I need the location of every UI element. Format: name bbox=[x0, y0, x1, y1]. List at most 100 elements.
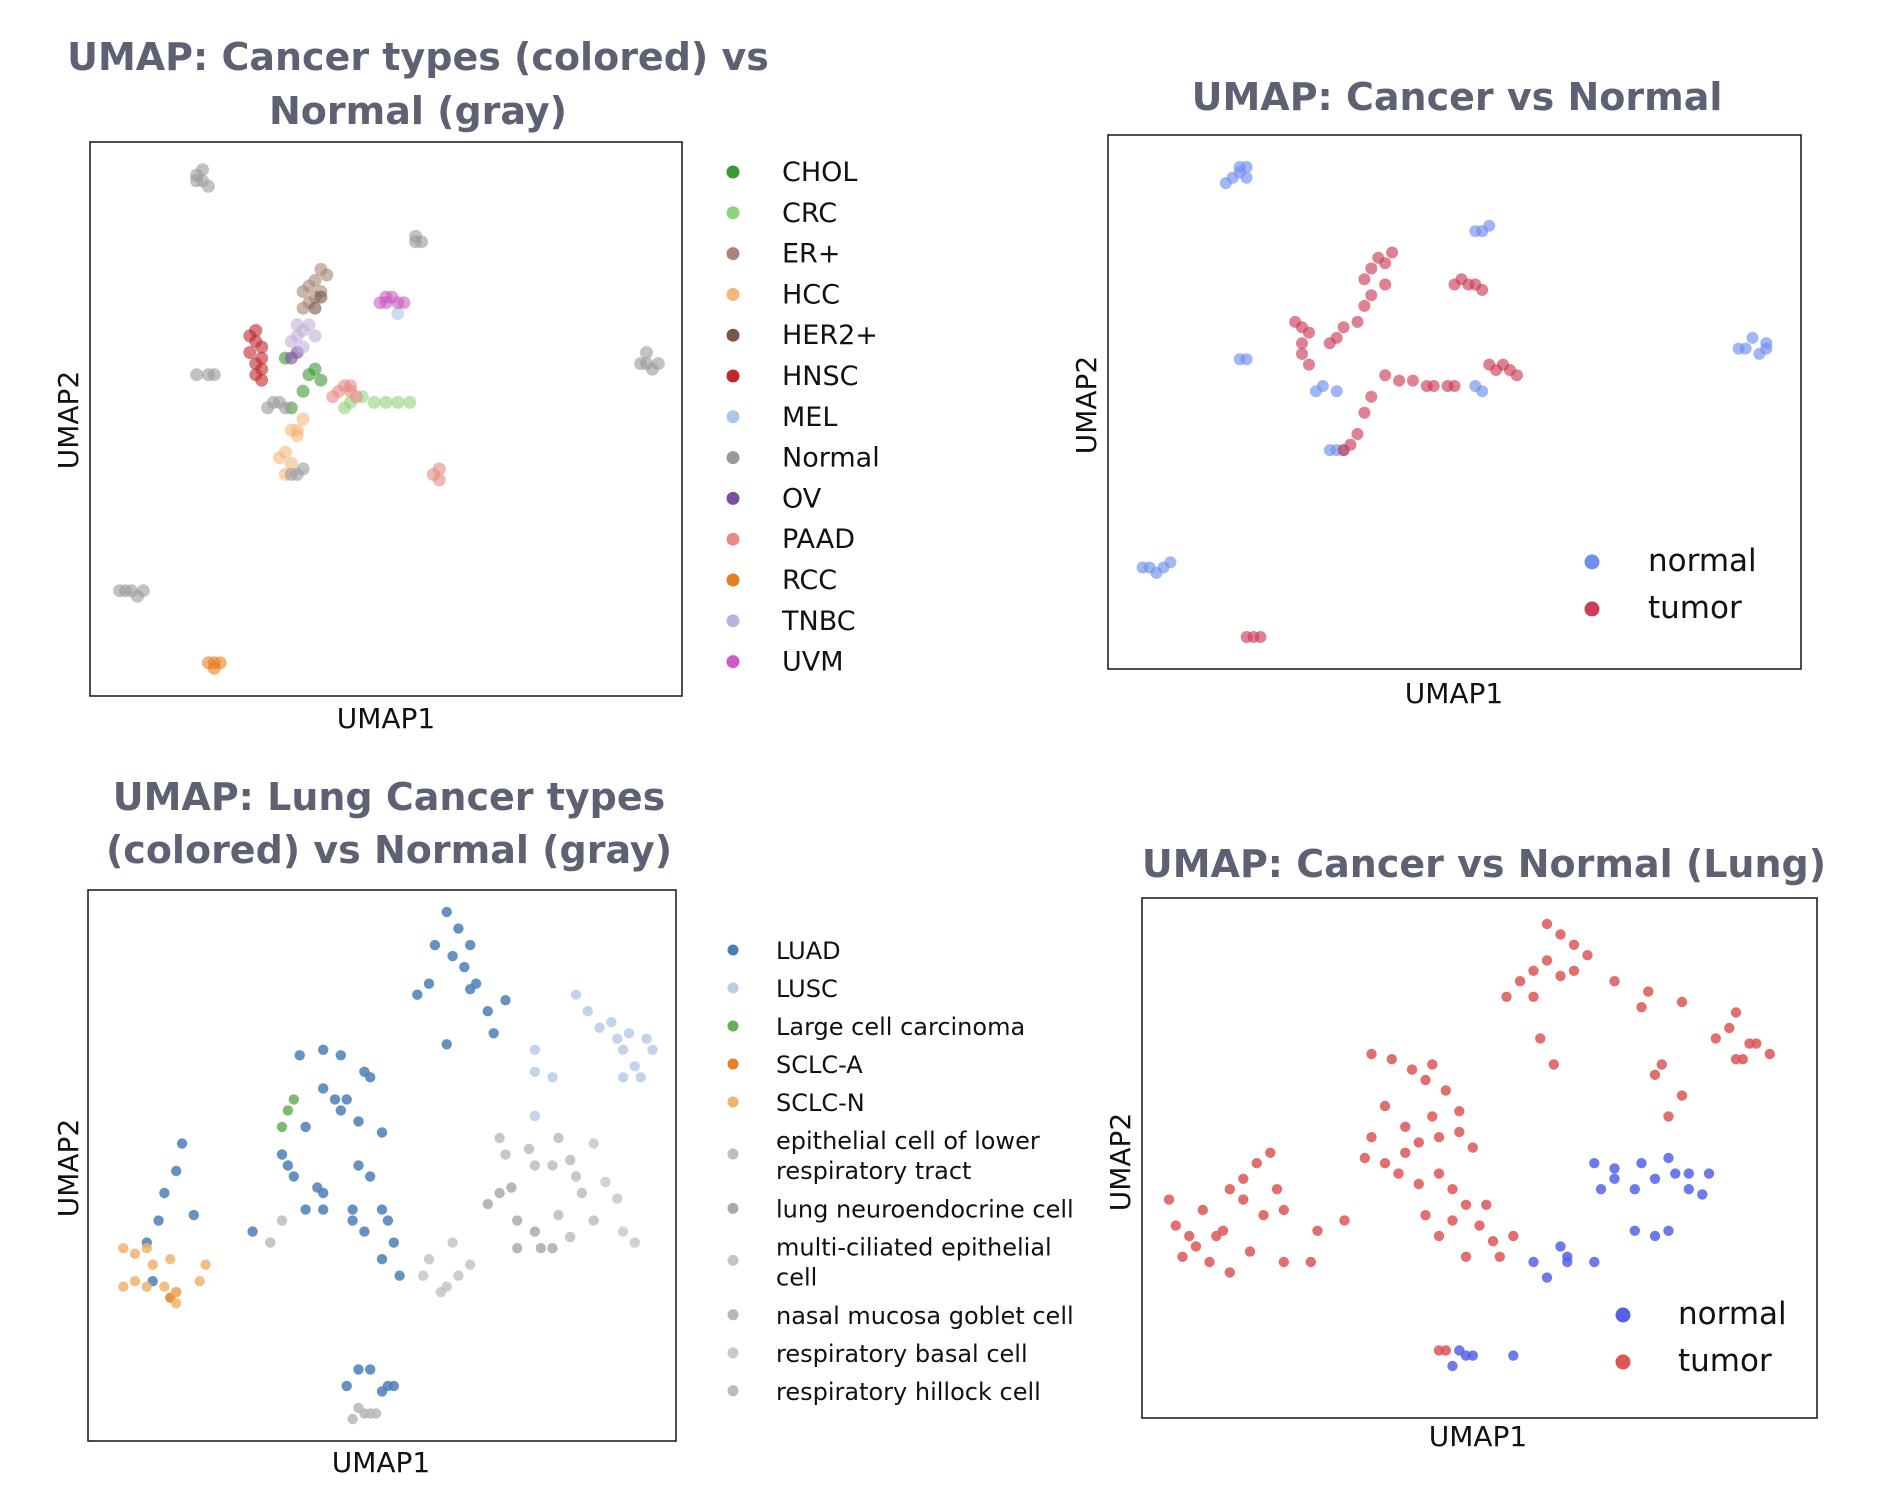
point-tumor bbox=[1508, 1230, 1519, 1242]
point-tumor bbox=[1289, 315, 1302, 328]
point-sclc-n bbox=[165, 1254, 176, 1265]
point-tumor bbox=[1358, 273, 1371, 286]
point-tumor bbox=[1224, 1267, 1236, 1278]
point-multi-ciliated-epithelial-cell bbox=[453, 1270, 464, 1281]
point-normal bbox=[651, 357, 665, 371]
legend-label-sclc-n: SCLC-N bbox=[776, 1089, 865, 1117]
point-tumor bbox=[1474, 1220, 1485, 1231]
point-normal bbox=[1760, 337, 1773, 350]
legend-label-normal: Normal bbox=[782, 443, 880, 474]
point-crc bbox=[338, 401, 352, 415]
point-hnsc bbox=[249, 357, 263, 371]
point-tumor bbox=[1420, 1210, 1431, 1221]
legend-marker-respiratory-hillock-cell bbox=[727, 1385, 739, 1397]
panel3-title-line2: (colored) vs Normal (gray) bbox=[106, 828, 672, 872]
point-tumor bbox=[1296, 347, 1308, 360]
panel4-ylabel: UMAP2 bbox=[1104, 1113, 1137, 1212]
point-normal bbox=[284, 467, 298, 481]
point-luad bbox=[353, 1160, 364, 1171]
point-epithelial-cell-of-lower-respiratory-tract bbox=[553, 1209, 564, 1221]
point-tumor bbox=[1393, 374, 1406, 387]
point-normal bbox=[1483, 219, 1496, 232]
point-sclc-n bbox=[141, 1281, 152, 1292]
legend-marker-sclc-n bbox=[727, 1096, 739, 1108]
point-normal bbox=[1589, 1256, 1600, 1268]
point-tumor bbox=[1460, 1199, 1472, 1211]
panel2-plot-frame bbox=[1107, 134, 1802, 670]
point-normal bbox=[1476, 385, 1489, 398]
panel1-plot-frame bbox=[89, 141, 683, 697]
point-tumor bbox=[1351, 428, 1364, 440]
panel1-title-line2: Normal (gray) bbox=[269, 89, 567, 133]
point-tumor bbox=[1244, 1246, 1256, 1257]
point-lusc bbox=[606, 1017, 617, 1028]
point-tumor bbox=[1163, 1194, 1175, 1205]
point-tumor bbox=[1379, 369, 1392, 382]
point-luad bbox=[282, 1160, 294, 1171]
point-epithelial-cell-of-lower-respiratory-tract bbox=[588, 1215, 599, 1226]
point-tnbc bbox=[302, 318, 316, 332]
panel4-legend: normal tumor bbox=[1615, 1296, 1787, 1379]
point-normal bbox=[1697, 1189, 1708, 1200]
point-luad bbox=[276, 1149, 288, 1160]
point-tumor bbox=[1278, 1204, 1290, 1216]
point-normal bbox=[1609, 1163, 1620, 1174]
point-rcc bbox=[207, 661, 221, 675]
point-luad bbox=[188, 1209, 199, 1221]
point-tumor bbox=[1190, 1241, 1202, 1252]
point-tumor bbox=[1358, 406, 1371, 419]
point-tumor bbox=[1251, 1158, 1263, 1169]
point-tumor bbox=[1379, 278, 1392, 291]
point-uvm bbox=[379, 290, 393, 304]
point-sclc-n bbox=[194, 1276, 205, 1287]
legend-marker-luad bbox=[727, 944, 739, 956]
point-normal bbox=[640, 346, 653, 359]
point-tumor bbox=[1447, 1215, 1458, 1226]
point-tumor bbox=[1400, 1121, 1411, 1133]
point-normal bbox=[1467, 1350, 1479, 1361]
point-crc bbox=[379, 395, 393, 409]
legend-marker-hcc bbox=[726, 287, 740, 301]
point-normal bbox=[1732, 342, 1745, 355]
point-tumor bbox=[1303, 326, 1315, 339]
legend-marker-respiratory-basal-cell bbox=[727, 1347, 739, 1359]
point-tumor bbox=[1170, 1220, 1182, 1231]
point-chol bbox=[308, 362, 322, 376]
point-lung-neuroendocrine-cell bbox=[512, 1215, 523, 1226]
legend-marker-normal bbox=[1584, 554, 1600, 570]
point-tumor bbox=[1406, 374, 1419, 387]
legend-marker-hnsc bbox=[726, 369, 740, 383]
point-luad bbox=[447, 950, 458, 962]
point-chol bbox=[296, 384, 310, 398]
point-luad bbox=[288, 1171, 299, 1182]
point-luad bbox=[388, 1237, 399, 1248]
point-lusc bbox=[570, 989, 582, 1000]
point-lusc bbox=[635, 1072, 646, 1083]
panel-cancer-vs-normal-lung: UMAP: Cancer vs Normal (Lung) UMAP1 UMAP… bbox=[1104, 842, 1826, 1453]
panel2-legend: normal tumor bbox=[1584, 543, 1757, 626]
point-luad bbox=[247, 1226, 258, 1237]
point-luad bbox=[347, 1204, 358, 1215]
point-tumor bbox=[1427, 1111, 1438, 1122]
point-tumor bbox=[1494, 1251, 1506, 1263]
point-respiratory-basal-cell bbox=[588, 1138, 599, 1149]
point-tumor bbox=[1555, 970, 1566, 982]
point-hcc bbox=[284, 456, 298, 470]
point-respiratory-hillock-cell bbox=[265, 1237, 276, 1248]
point-tumor bbox=[1663, 1111, 1674, 1122]
legend-label-tnbc: TNBC bbox=[781, 606, 856, 637]
point-lusc bbox=[623, 1028, 635, 1039]
point-her2 bbox=[314, 290, 328, 304]
point-tumor bbox=[1440, 1345, 1452, 1356]
point-normal bbox=[272, 395, 286, 409]
point-tumor bbox=[1433, 1230, 1445, 1242]
point-tumor bbox=[1359, 1152, 1371, 1164]
point-luad bbox=[412, 989, 423, 1000]
point-normal bbox=[1636, 1158, 1647, 1169]
point-tumor bbox=[1656, 1059, 1668, 1070]
point-tumor bbox=[1724, 1022, 1735, 1034]
point-normal bbox=[1508, 1350, 1519, 1361]
point-lusc bbox=[529, 1044, 541, 1056]
point-tumor bbox=[1454, 1126, 1465, 1138]
legend-label-respiratory-hillock-cell: respiratory hillock cell bbox=[776, 1378, 1041, 1406]
